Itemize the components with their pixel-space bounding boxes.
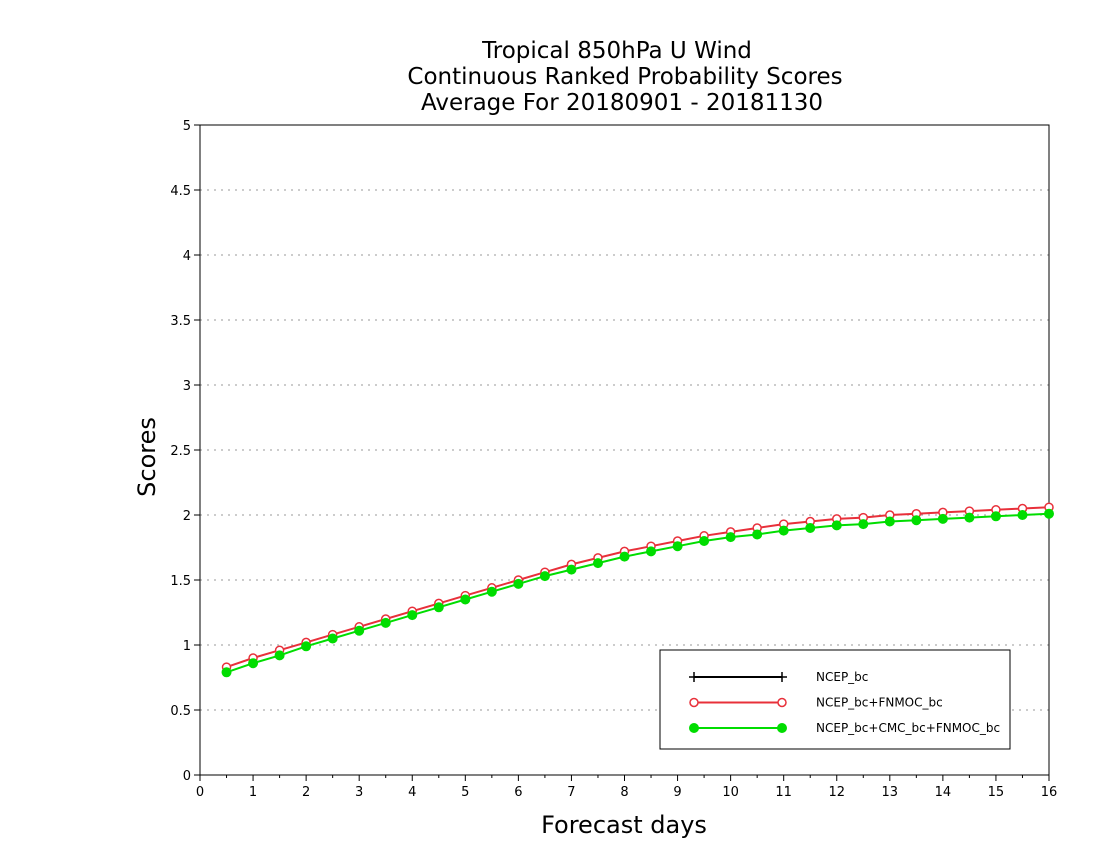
legend-box — [659, 649, 1011, 750]
data-point — [486, 586, 497, 597]
data-point — [327, 633, 338, 644]
y-tick-label: 3.5 — [170, 314, 191, 329]
data-point — [884, 516, 895, 527]
data-point — [699, 536, 710, 546]
y-tick-label: 5 — [183, 119, 191, 134]
x-tick-label: 1 — [249, 785, 257, 800]
data-point — [778, 525, 789, 536]
legend-entry: NCEP_bc+CMC_bc+FNMOC_bc — [689, 721, 1000, 735]
data-point — [274, 650, 285, 661]
data-point — [221, 667, 232, 678]
data-point — [433, 602, 444, 613]
x-tick-label: 9 — [673, 785, 681, 800]
x-tick-label: 10 — [722, 785, 739, 800]
legend: NCEP_bc NCEP_bc+FNMOC_bc NCEP_bc+CMC_bc+FN… — [659, 649, 1011, 750]
x-tick-label: 7 — [567, 785, 575, 800]
data-point — [566, 564, 577, 575]
data-point — [725, 532, 736, 543]
x-tick-label: 16 — [1041, 785, 1058, 800]
legend-marker — [689, 672, 699, 682]
legend-label: NCEP_bc+FNMOC_bc — [816, 696, 943, 710]
data-point — [805, 523, 816, 533]
chart-title: Tropical 850hPa U Wind Continuous Ranked… — [407, 38, 842, 116]
y-tick-label: 1 — [183, 639, 191, 654]
data-point — [460, 594, 471, 605]
y-tick-label: 4 — [183, 249, 191, 264]
data-point — [619, 551, 630, 562]
series-1 — [221, 502, 1054, 672]
gridlines — [200, 189, 1049, 711]
data-point — [592, 558, 603, 569]
series-layer — [221, 502, 1054, 678]
x-tick-label: 3 — [355, 785, 363, 800]
legend-entry: NCEP_bc — [689, 670, 868, 684]
data-point — [937, 513, 948, 524]
data-point — [990, 511, 1001, 522]
data-point — [354, 625, 365, 636]
y-tick-label: 2.5 — [170, 444, 191, 459]
data-point — [407, 610, 418, 621]
legend-entry: NCEP_bc+FNMOC_bc — [689, 696, 943, 710]
x-tick-label: 12 — [828, 785, 845, 800]
data-point — [831, 520, 842, 531]
legend-marker — [777, 672, 787, 682]
y-axis-ticks: 0 0.5 1 1.5 2 2.5 3 3.5 4 4.5 5 — [170, 119, 200, 784]
x-tick-label: 5 — [461, 785, 469, 800]
y-tick-label: 3 — [183, 379, 191, 394]
data-point — [513, 578, 524, 589]
x-tick-label: 4 — [408, 785, 416, 800]
data-point — [248, 658, 259, 669]
legend-marker — [689, 723, 699, 733]
x-tick-label: 11 — [775, 785, 792, 800]
x-tick-label: 6 — [514, 785, 522, 800]
title-line-2: Continuous Ranked Probability Scores — [407, 64, 842, 90]
data-point — [646, 546, 657, 557]
y-tick-label: 2 — [183, 509, 191, 524]
y-tick-label: 0.5 — [170, 704, 191, 719]
legend-label: NCEP_bc — [816, 670, 868, 684]
y-axis-label: Scores — [133, 417, 161, 497]
x-axis-ticks: 0 1 2 3 4 5 6 7 8 9 10 11 12 13 14 15 16 — [196, 775, 1057, 800]
title-line-1: Tropical 850hPa U Wind — [481, 38, 752, 64]
data-point — [1017, 510, 1028, 520]
data-point — [1044, 508, 1054, 519]
x-axis-label: Forecast days — [541, 811, 707, 839]
series-line-1 — [226, 506, 1050, 669]
data-point — [752, 529, 763, 540]
legend-marker — [777, 723, 787, 733]
x-tick-label: 14 — [935, 785, 952, 800]
series-2 — [221, 508, 1054, 678]
data-point — [858, 519, 869, 530]
x-tick-label: 15 — [988, 785, 1005, 800]
y-tick-label: 4.5 — [170, 184, 191, 199]
series-line-2 — [226, 512, 1050, 674]
data-point — [539, 571, 550, 582]
data-point — [911, 515, 922, 526]
data-point — [301, 641, 312, 652]
data-point — [380, 617, 391, 628]
legend-label: NCEP_bc+CMC_bc+FNMOC_bc — [816, 721, 1000, 735]
y-tick-label: 1.5 — [170, 574, 191, 589]
legend-marker — [689, 697, 699, 708]
legend-marker — [777, 697, 787, 708]
data-point — [672, 541, 683, 552]
y-tick-label: 0 — [183, 769, 191, 784]
data-point — [964, 512, 975, 523]
x-tick-label: 13 — [882, 785, 899, 800]
title-line-3: Average For 20180901 - 20181130 — [421, 90, 823, 116]
x-tick-label: 0 — [196, 785, 204, 800]
x-tick-label: 2 — [302, 785, 310, 800]
x-tick-label: 8 — [620, 785, 628, 800]
